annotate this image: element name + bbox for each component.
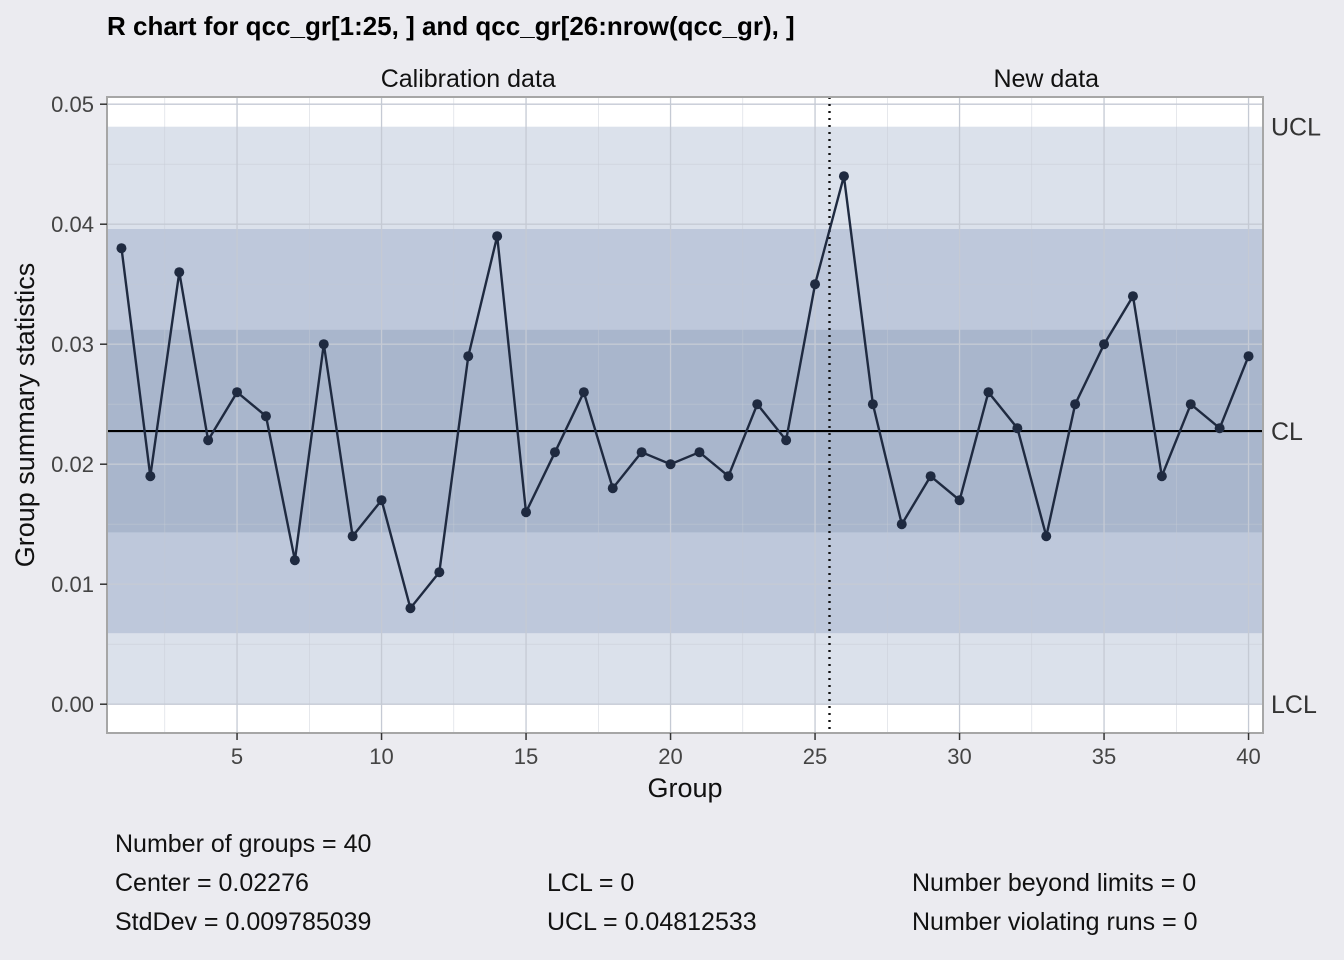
data-point <box>434 567 445 578</box>
data-point <box>1127 291 1138 302</box>
data-point <box>1243 351 1254 362</box>
panel-label-new: New data <box>993 65 1099 93</box>
data-point <box>232 387 243 398</box>
stat-number-of-groups: Number of groups = 40 <box>115 830 372 858</box>
x-tick-label: 5 <box>231 744 243 769</box>
data-point <box>116 243 127 254</box>
stat-stddev: StdDev = 0.009785039 <box>115 908 372 936</box>
data-point <box>578 387 589 398</box>
data-point <box>867 399 878 410</box>
stat-lcl: LCL = 0 <box>547 869 635 897</box>
x-tick-label: 10 <box>369 744 393 769</box>
data-point <box>925 471 936 482</box>
data-point <box>983 387 994 398</box>
data-point <box>752 399 763 410</box>
data-point <box>203 435 214 446</box>
y-tick-label: 0.05 <box>51 92 94 117</box>
x-tick-label: 15 <box>514 744 538 769</box>
x-tick-label: 30 <box>947 744 971 769</box>
data-point <box>694 447 705 458</box>
data-point <box>1099 339 1110 350</box>
data-point <box>1041 531 1052 542</box>
ucl-label: UCL <box>1271 114 1321 142</box>
lcl-label: LCL <box>1271 691 1317 719</box>
data-point <box>838 171 849 182</box>
cl-label: CL <box>1271 418 1303 446</box>
data-point <box>376 495 387 506</box>
stat-ucl: UCL = 0.04812533 <box>547 908 757 936</box>
stat-violating-runs: Number violating runs = 0 <box>912 908 1198 936</box>
data-point <box>1156 471 1167 482</box>
data-point <box>896 519 907 530</box>
data-point <box>463 351 474 362</box>
data-point <box>665 459 676 470</box>
stat-beyond-limits: Number beyond limits = 0 <box>912 869 1197 897</box>
panel-label-calibration: Calibration data <box>381 65 556 93</box>
data-point <box>318 339 329 350</box>
data-point <box>347 531 358 542</box>
y-tick-label: 0.00 <box>51 692 94 717</box>
data-point <box>1012 423 1023 434</box>
data-point <box>607 483 618 494</box>
y-tick-label: 0.01 <box>51 572 94 597</box>
y-tick-label: 0.03 <box>51 332 94 357</box>
x-tick-label: 25 <box>803 744 827 769</box>
data-point <box>810 279 821 290</box>
y-tick-label: 0.02 <box>51 452 94 477</box>
y-axis-label: Group summary statistics <box>10 263 40 568</box>
data-point <box>145 471 156 482</box>
data-point <box>521 507 532 518</box>
x-tick-label: 20 <box>658 744 682 769</box>
data-point <box>174 267 185 278</box>
data-point <box>723 471 734 482</box>
data-point <box>549 447 560 458</box>
data-point <box>636 447 647 458</box>
data-point <box>1185 399 1196 410</box>
data-point <box>781 435 792 446</box>
chart-title: R chart for qcc_gr[1:25, ] and qcc_gr[26… <box>107 11 795 41</box>
plot-border <box>106 96 1264 734</box>
data-point <box>1070 399 1081 410</box>
data-point <box>492 231 503 242</box>
data-point <box>260 411 271 422</box>
x-tick-label: 35 <box>1092 744 1116 769</box>
data-point <box>289 555 300 566</box>
x-tick-label: 40 <box>1236 744 1260 769</box>
x-axis-label: Group <box>647 773 722 803</box>
y-tick-label: 0.04 <box>51 212 94 237</box>
stat-center: Center = 0.02276 <box>115 869 309 897</box>
data-point <box>954 495 965 506</box>
data-point <box>405 603 416 614</box>
r-chart: R chart for qcc_gr[1:25, ] and qcc_gr[26… <box>10 11 1321 803</box>
series-line <box>120 175 1250 611</box>
data-point <box>1214 423 1225 434</box>
